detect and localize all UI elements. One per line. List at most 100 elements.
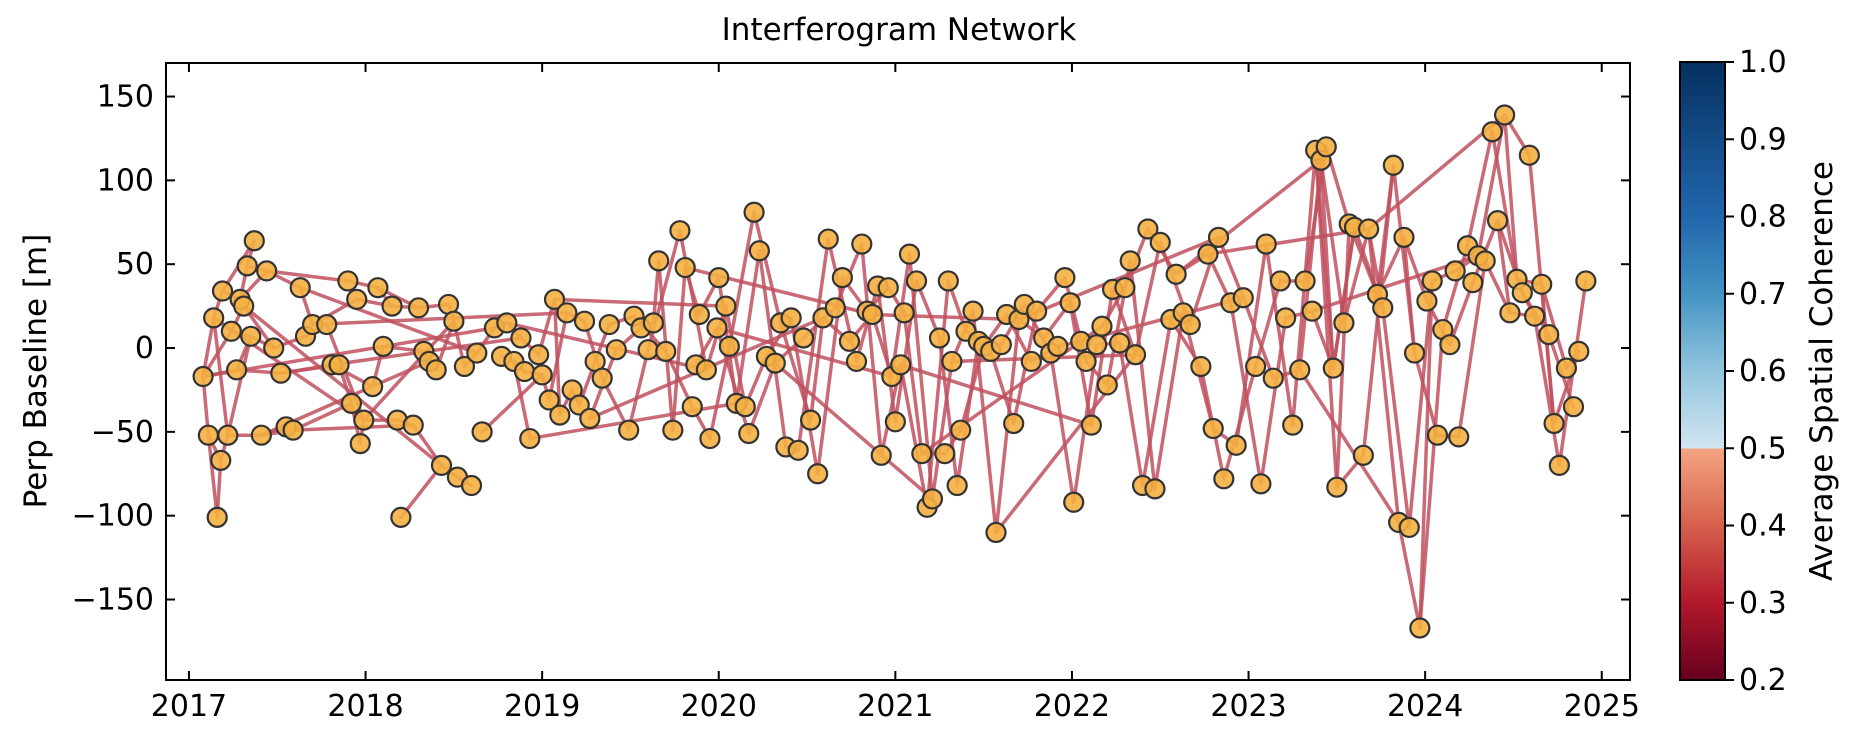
acquisition-point bbox=[1190, 355, 1212, 378]
acquisition-point bbox=[549, 404, 571, 426]
network-edge bbox=[1456, 259, 1487, 439]
acquisition-point bbox=[591, 367, 613, 389]
network-edge bbox=[1335, 222, 1351, 489]
network-edge bbox=[930, 359, 954, 501]
acquisition-point bbox=[1080, 414, 1102, 436]
acquisition-point bbox=[618, 419, 640, 441]
acquisition-point bbox=[1075, 350, 1097, 373]
network-edge bbox=[211, 316, 230, 437]
acquisition-point bbox=[877, 277, 899, 299]
acquisition-point bbox=[1481, 121, 1503, 143]
acquisition-point bbox=[870, 444, 892, 466]
acquisition-point bbox=[337, 270, 359, 292]
acquisition-point bbox=[699, 427, 721, 450]
acquisition-point bbox=[1352, 444, 1374, 466]
network-edge bbox=[1342, 227, 1371, 325]
network-edge bbox=[1117, 341, 1145, 488]
acquisition-point bbox=[250, 424, 272, 446]
acquisition-point bbox=[637, 339, 659, 361]
acquisition-point bbox=[1225, 434, 1247, 456]
acquisition-point bbox=[1531, 273, 1553, 295]
network-edge bbox=[1331, 225, 1357, 370]
acquisition-point bbox=[220, 320, 242, 342]
acquisition-point bbox=[328, 354, 350, 376]
points-layer bbox=[192, 104, 1597, 639]
acquisition-point bbox=[573, 310, 596, 332]
acquisition-point bbox=[1301, 300, 1323, 322]
network-edge bbox=[1319, 158, 1346, 325]
network-edge bbox=[671, 265, 687, 432]
acquisition-point bbox=[1124, 344, 1147, 366]
acquisition-point bbox=[764, 352, 786, 374]
acquisition-point bbox=[192, 365, 214, 388]
acquisition-point bbox=[1568, 340, 1590, 362]
network-edge bbox=[747, 361, 778, 436]
acquisition-point bbox=[226, 359, 248, 381]
acquisition-point bbox=[799, 409, 822, 431]
acquisition-point bbox=[1326, 476, 1348, 498]
network-edge bbox=[1253, 279, 1283, 369]
network-edge bbox=[1241, 295, 1276, 380]
acquisition-point bbox=[372, 335, 394, 357]
acquisition-point bbox=[1403, 342, 1426, 364]
network-edge bbox=[1206, 227, 1371, 256]
acquisition-point bbox=[256, 260, 278, 282]
acquisition-point bbox=[510, 327, 532, 349]
acquisition-point bbox=[1518, 144, 1540, 166]
acquisition-point bbox=[962, 300, 984, 322]
y-tick-label: 0 bbox=[135, 331, 154, 366]
colorbar: 1.0 0.9 0.8 0.7 0.6 0.5 0.4 0.3 0.2 Average Spat… bbox=[1679, 45, 1840, 698]
network-edge bbox=[898, 363, 929, 510]
acquisition-point bbox=[738, 422, 760, 445]
acquisition-point bbox=[911, 443, 933, 465]
acquisition-point bbox=[353, 409, 375, 431]
chart-title: Interferogram Network bbox=[722, 12, 1077, 48]
acquisition-point bbox=[236, 255, 258, 277]
network-edge bbox=[1319, 158, 1336, 370]
network-edge bbox=[1381, 306, 1412, 530]
colorbar-ticks: 1.0 0.9 0.8 0.7 0.6 0.5 0.4 0.3 0.2 bbox=[1725, 45, 1787, 698]
x-tick-label: 2017 bbox=[151, 689, 227, 724]
colorbar-tick-label: 0.3 bbox=[1739, 586, 1787, 621]
acquisition-point bbox=[1213, 468, 1235, 490]
acquisition-point bbox=[1144, 478, 1166, 500]
acquisition-point bbox=[1003, 412, 1025, 435]
acquisition-point bbox=[921, 488, 944, 510]
acquisition-point bbox=[642, 312, 665, 334]
acquisition-point bbox=[1494, 104, 1516, 126]
acquisition-point bbox=[706, 317, 728, 339]
acquisition-point bbox=[211, 280, 234, 302]
x-tick-label: 2021 bbox=[857, 689, 933, 724]
acquisition-point bbox=[243, 230, 265, 252]
acquisition-point bbox=[748, 240, 770, 262]
acquisition-point bbox=[496, 312, 518, 334]
acquisition-point bbox=[1555, 357, 1578, 379]
network-edge bbox=[1049, 351, 1076, 505]
plot-area: 2017 2018 2019 2020 2021 2022 2023 2024 2025 150… bbox=[72, 62, 1640, 724]
network-edge bbox=[399, 463, 444, 520]
network-edge bbox=[1140, 317, 1173, 488]
acquisition-point bbox=[1524, 305, 1546, 327]
acquisition-point bbox=[681, 396, 703, 418]
acquisition-point bbox=[1114, 277, 1136, 299]
acquisition-point bbox=[817, 228, 839, 250]
acquisition-point bbox=[734, 396, 756, 418]
acquisition-point bbox=[1245, 355, 1267, 378]
y-axis: 150 100 50 0 −50 −100 −150 bbox=[72, 80, 1630, 618]
acquisition-point bbox=[1543, 412, 1565, 435]
acquisition-point bbox=[1416, 290, 1438, 312]
network-edge bbox=[1418, 279, 1434, 630]
acquisition-point bbox=[1315, 136, 1337, 158]
x-tick-label: 2020 bbox=[681, 689, 757, 724]
acquisition-point bbox=[1119, 250, 1141, 272]
acquisition-point bbox=[1020, 350, 1042, 373]
acquisition-point bbox=[780, 307, 802, 329]
acquisition-point bbox=[831, 267, 853, 289]
acquisition-point bbox=[217, 424, 239, 446]
acquisition-point bbox=[1511, 282, 1533, 304]
acquisition-point bbox=[1538, 324, 1560, 346]
acquisition-point bbox=[346, 288, 368, 311]
acquisition-point bbox=[1289, 359, 1311, 381]
acquisition-point bbox=[1137, 218, 1159, 240]
